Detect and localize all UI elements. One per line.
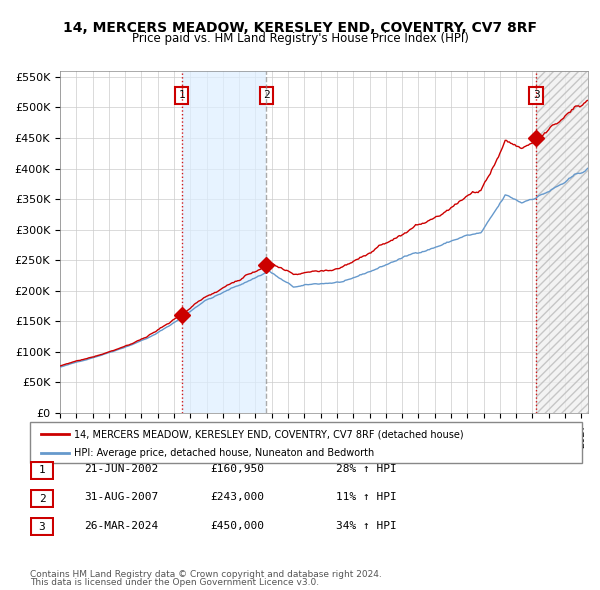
Text: This data is licensed under the Open Government Licence v3.0.: This data is licensed under the Open Gov… xyxy=(30,578,319,587)
Text: 2: 2 xyxy=(38,494,46,503)
Text: £243,000: £243,000 xyxy=(210,493,264,502)
FancyBboxPatch shape xyxy=(30,422,582,463)
Text: 11% ↑ HPI: 11% ↑ HPI xyxy=(336,493,397,502)
Bar xyxy=(536,71,588,413)
Text: £160,950: £160,950 xyxy=(210,464,264,474)
FancyBboxPatch shape xyxy=(31,490,53,507)
Text: 3: 3 xyxy=(38,522,46,532)
Text: 31-AUG-2007: 31-AUG-2007 xyxy=(84,493,158,502)
Text: Contains HM Land Registry data © Crown copyright and database right 2024.: Contains HM Land Registry data © Crown c… xyxy=(30,571,382,579)
Text: 2: 2 xyxy=(263,90,269,100)
Text: 26-MAR-2024: 26-MAR-2024 xyxy=(84,521,158,530)
Bar xyxy=(182,71,266,413)
Text: Price paid vs. HM Land Registry's House Price Index (HPI): Price paid vs. HM Land Registry's House … xyxy=(131,32,469,45)
FancyBboxPatch shape xyxy=(31,462,53,478)
Text: 14, MERCERS MEADOW, KERESLEY END, COVENTRY, CV7 8RF: 14, MERCERS MEADOW, KERESLEY END, COVENT… xyxy=(63,21,537,35)
Text: 14, MERCERS MEADOW, KERESLEY END, COVENTRY, CV7 8RF (detached house): 14, MERCERS MEADOW, KERESLEY END, COVENT… xyxy=(74,430,464,439)
FancyBboxPatch shape xyxy=(31,519,53,535)
Text: 1: 1 xyxy=(38,466,46,475)
Text: 3: 3 xyxy=(533,90,539,100)
Text: HPI: Average price, detached house, Nuneaton and Bedworth: HPI: Average price, detached house, Nune… xyxy=(74,448,374,458)
Text: £450,000: £450,000 xyxy=(210,521,264,530)
Text: 1: 1 xyxy=(178,90,185,100)
Text: 28% ↑ HPI: 28% ↑ HPI xyxy=(336,464,397,474)
Text: 21-JUN-2002: 21-JUN-2002 xyxy=(84,464,158,474)
Text: 34% ↑ HPI: 34% ↑ HPI xyxy=(336,521,397,530)
